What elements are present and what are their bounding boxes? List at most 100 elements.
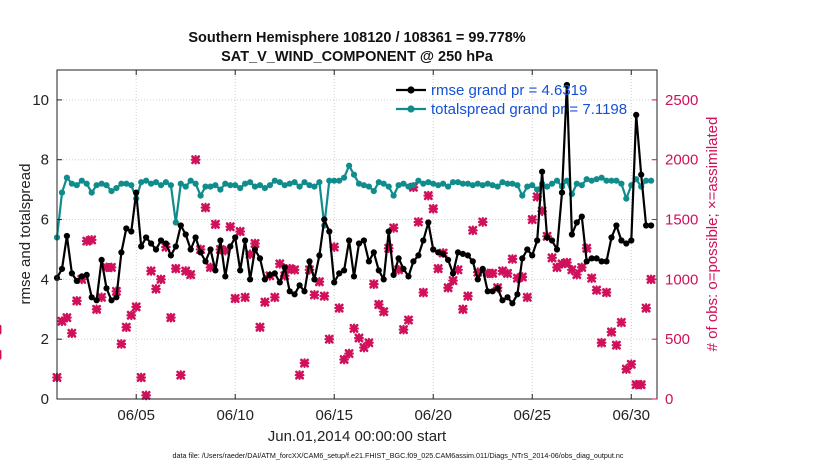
rmse-point — [63, 232, 70, 240]
x-tick-label: 06/20 — [414, 407, 452, 424]
obs-marker — [547, 252, 557, 263]
rmse-point — [197, 249, 204, 256]
obs-marker — [641, 303, 652, 313]
obs-marker — [116, 339, 127, 349]
y2-tick-label: 2500 — [665, 92, 698, 109]
obs-marker — [126, 310, 137, 321]
rmse-point — [58, 265, 66, 272]
x-tick-label: 06/05 — [117, 407, 155, 424]
rmse-point — [103, 285, 110, 292]
totalspread-point — [177, 180, 184, 187]
rmse-point — [321, 216, 328, 223]
totalspread-point — [93, 182, 100, 189]
rmse-point — [405, 273, 412, 280]
rmse-point — [138, 243, 145, 250]
obs-marker — [616, 317, 627, 328]
totalspread-point — [197, 192, 204, 199]
rmse-point — [514, 291, 521, 298]
rmse-point — [479, 265, 486, 272]
rmse-point — [548, 237, 556, 244]
obs-marker — [294, 370, 305, 380]
rmse-point — [118, 249, 125, 256]
rmse-point — [108, 297, 115, 304]
totalspread-point — [430, 180, 437, 187]
totalspread-point — [425, 179, 432, 186]
totalspread-point — [98, 180, 105, 187]
totalspread-point — [212, 182, 219, 189]
rmse-point — [598, 258, 605, 265]
rmse-point — [519, 255, 526, 262]
rmse-point — [425, 219, 432, 226]
rmse-point — [306, 258, 313, 265]
totalspread-point — [138, 179, 145, 186]
totalspread-point — [148, 180, 155, 187]
totalspread-point — [266, 182, 273, 189]
obs-marker — [363, 337, 374, 348]
obs-marker — [507, 254, 518, 264]
x-tick-label: 06/25 — [513, 407, 551, 424]
obs-marker — [368, 279, 379, 290]
totalspread-point — [529, 182, 536, 189]
obs-marker — [487, 268, 498, 279]
obs-marker — [260, 297, 270, 307]
rmse-point — [583, 258, 590, 265]
totalspread-point — [242, 180, 249, 187]
obs-marker — [146, 266, 156, 276]
obs-marker — [433, 263, 444, 274]
obs-marker — [344, 348, 354, 359]
totalspread-point — [395, 182, 402, 189]
rmse-point — [578, 213, 585, 220]
rmse-point — [133, 189, 140, 196]
totalspread-point — [73, 182, 80, 189]
rmse-point — [251, 246, 259, 253]
totalspread-point — [643, 177, 650, 184]
obs-marker — [309, 290, 320, 300]
totalspread-point — [355, 180, 363, 187]
totalspread-point — [103, 182, 110, 189]
rmse-point — [88, 294, 95, 301]
totalspread-point — [370, 188, 377, 195]
rmse-point — [410, 258, 417, 265]
obs-marker — [299, 358, 310, 369]
obs-marker — [269, 292, 280, 303]
totalspread-point — [346, 162, 353, 169]
obs-marker — [562, 257, 572, 268]
totalspread-point — [162, 179, 169, 186]
rmse-point — [73, 277, 80, 284]
totalspread-point — [474, 180, 481, 187]
totalspread-point — [618, 180, 625, 187]
obs-marker — [591, 285, 602, 296]
obs-marker — [586, 273, 597, 284]
legend: rmse grand pr = 4.6319 totalspread grand… — [396, 82, 627, 118]
rmse-point — [291, 291, 298, 298]
totalspread-point — [286, 180, 293, 187]
totalspread-point — [519, 192, 526, 199]
rmse-point — [618, 237, 625, 244]
totalspread-point — [207, 183, 214, 190]
totalspread-point — [449, 179, 457, 186]
obs-marker — [131, 301, 142, 312]
rmse-point — [489, 288, 496, 295]
rmse-point — [217, 237, 224, 244]
totalspread-point — [182, 183, 189, 190]
obs-marker — [626, 359, 637, 370]
obs-marker — [235, 226, 246, 237]
obs-marker — [458, 304, 468, 315]
totalspread-point — [202, 183, 209, 190]
obs-marker — [611, 340, 622, 351]
rmse-point — [93, 297, 100, 304]
y2-tick-label: 1000 — [665, 271, 698, 288]
rmse-point — [474, 276, 481, 283]
rmse-point — [227, 243, 234, 250]
obs-marker — [502, 268, 513, 279]
obs-marker — [106, 262, 117, 273]
rmse-point — [633, 111, 640, 118]
totalspread-point — [578, 182, 585, 189]
totalspread-point — [375, 179, 382, 186]
rmse-point — [207, 246, 214, 253]
obs-marker — [225, 221, 236, 232]
totalspread-point — [276, 179, 283, 186]
totalspread-point — [261, 185, 268, 192]
obs-marker — [443, 282, 453, 293]
rmse-point — [415, 252, 422, 259]
